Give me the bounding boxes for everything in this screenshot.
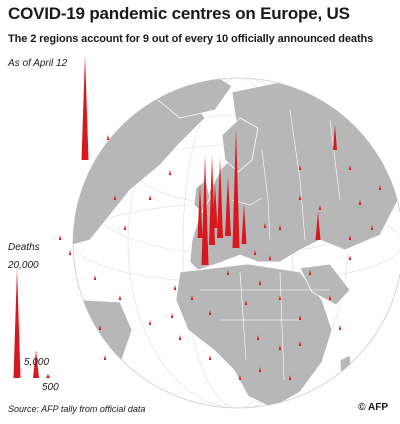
- death-spike-small: [123, 225, 127, 230]
- death-spike-small: [178, 335, 182, 340]
- death-spike-small: [328, 295, 332, 300]
- africa-land: [175, 263, 333, 408]
- arabia-land: [299, 263, 351, 306]
- death-spike: [197, 183, 203, 238]
- death-spike: [201, 155, 209, 265]
- death-spike-small: [113, 195, 117, 200]
- legend-spike-500: [46, 374, 50, 378]
- death-spike-small: [256, 335, 260, 340]
- death-spike-small: [298, 341, 302, 346]
- legend-label-20000: 20,000: [8, 260, 39, 271]
- death-spike-small: [93, 275, 97, 280]
- death-spike-small: [148, 195, 152, 200]
- death-spike-small: [170, 313, 174, 318]
- death-spike-small: [253, 250, 257, 255]
- death-spike-small: [106, 135, 110, 140]
- death-spike-small: [173, 285, 177, 290]
- death-spike-small: [298, 315, 302, 320]
- legend-spike-20000: [13, 268, 21, 378]
- death-spike: [241, 204, 247, 244]
- death-spike-small: [348, 255, 352, 260]
- legend-spike-5000: [33, 350, 39, 378]
- death-spike-small: [244, 300, 248, 305]
- death-spike-small: [58, 235, 62, 240]
- death-spikes: [58, 55, 382, 380]
- death-spike-small: [298, 165, 302, 170]
- scandinavia-land: [221, 117, 259, 173]
- death-spike-small: [378, 185, 382, 190]
- date-label: As of April 12: [8, 58, 68, 69]
- death-spike-small: [278, 225, 282, 230]
- death-spike: [81, 55, 89, 160]
- death-spike-small: [358, 200, 362, 205]
- legend-spikes: [13, 268, 50, 378]
- death-spike-small: [318, 205, 322, 210]
- death-spike-small: [278, 295, 282, 300]
- death-spike-small: [208, 355, 212, 360]
- death-spike: [232, 128, 240, 248]
- legend-label-5000: 5,000: [24, 357, 50, 368]
- death-spike-small: [348, 235, 352, 240]
- death-spike-small: [148, 320, 152, 325]
- death-spike-small: [168, 170, 172, 175]
- afp-logo: © AFP: [358, 402, 388, 413]
- death-spike-small: [298, 195, 302, 200]
- death-spike-small: [258, 367, 262, 372]
- death-spike: [212, 183, 218, 228]
- death-spike-small: [68, 250, 72, 255]
- death-spike-small: [263, 223, 267, 228]
- death-spike-small: [226, 270, 230, 275]
- death-spike-small: [308, 270, 312, 275]
- death-spike-small: [348, 165, 352, 170]
- death-spike-small: [288, 375, 292, 380]
- death-spike-small: [370, 225, 374, 230]
- death-spike-small: [238, 375, 242, 380]
- death-spike-small: [190, 295, 194, 300]
- death-spike: [217, 158, 223, 238]
- map-subtitle: The 2 regions account for 9 out of every…: [8, 33, 374, 45]
- death-spike: [333, 125, 337, 150]
- map-title: COVID-19 pandemic centres on Europe, US: [8, 4, 350, 23]
- death-spike-small: [98, 325, 102, 330]
- death-spike-small: [338, 325, 342, 330]
- legend-label-500: 500: [42, 382, 59, 393]
- death-spike: [315, 212, 321, 240]
- legend-title: Deaths: [8, 242, 40, 253]
- death-spike-small: [258, 280, 262, 285]
- death-spike-small: [118, 295, 122, 300]
- death-spike-small: [103, 355, 107, 360]
- source-note: Source: AFP tally from official data: [8, 404, 146, 414]
- death-spike-small: [278, 345, 282, 350]
- death-spike-small: [208, 310, 212, 315]
- death-spike-small: [268, 255, 272, 260]
- death-spike: [225, 176, 231, 236]
